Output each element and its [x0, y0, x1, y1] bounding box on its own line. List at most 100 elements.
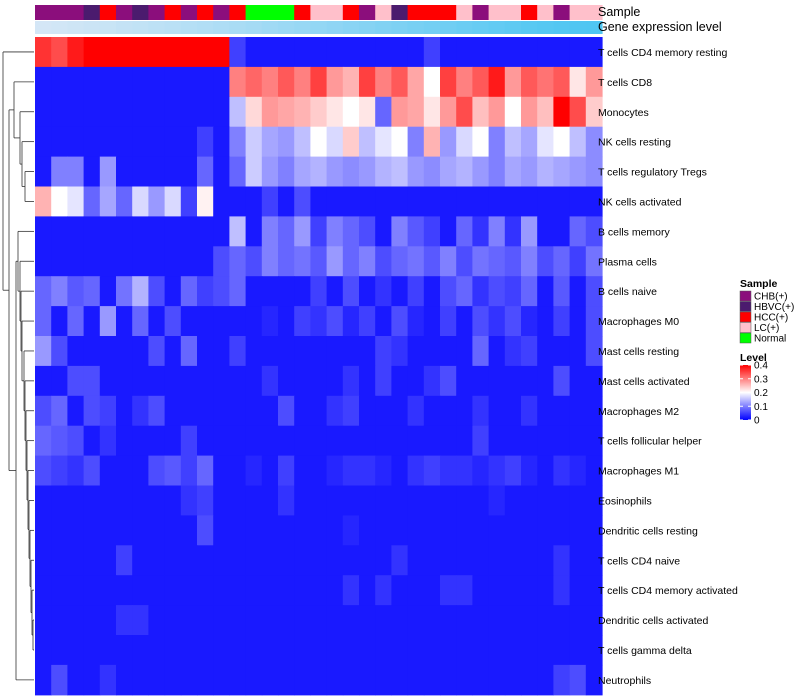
- heatmap-cell: [407, 126, 425, 158]
- heatmap-cell: [83, 306, 101, 337]
- heatmap-cell: [51, 126, 68, 158]
- heatmap-cell: [67, 455, 85, 487]
- heatmap-cell: [35, 186, 52, 217]
- heatmap-cell: [67, 336, 85, 367]
- expression-annotation-cell: [553, 21, 571, 34]
- heatmap-cell: [488, 635, 506, 666]
- sample-legend-swatch: [739, 290, 752, 302]
- heatmap-cell: [342, 575, 360, 606]
- heatmap-cell: [504, 156, 522, 188]
- heatmap-cell: [180, 545, 198, 576]
- heatmap-cell: [553, 365, 571, 397]
- heatmap-cell: [229, 635, 247, 666]
- heatmap-cell: [521, 126, 538, 158]
- heatmap-cell: [472, 365, 490, 397]
- heatmap-cell: [294, 485, 311, 516]
- heatmap-cell: [197, 306, 214, 337]
- heatmap-cell: [180, 306, 198, 337]
- heatmap-cell: [375, 306, 392, 337]
- heatmap-cell: [456, 66, 473, 98]
- heatmap-cell: [569, 96, 587, 128]
- heatmap-cell: [197, 425, 214, 457]
- heatmap-cell: [261, 635, 279, 666]
- heatmap-cell: [164, 306, 182, 337]
- heatmap-cell: [229, 545, 247, 576]
- heatmap-cell: [569, 276, 587, 307]
- heatmap-cell: [213, 126, 230, 158]
- expression-annotation-cell: [569, 21, 587, 34]
- heatmap-cell: [164, 276, 182, 307]
- heatmap-cell: [342, 336, 360, 367]
- heatmap-cell: [407, 575, 425, 606]
- heatmap-cell: [294, 365, 311, 397]
- expression-annotation-cell: [488, 21, 506, 34]
- annotation-label-expression: Gene expression level: [598, 20, 722, 34]
- heatmap-cell: [440, 96, 457, 128]
- heatmap-cell: [407, 605, 425, 636]
- heatmap-cell: [407, 306, 425, 337]
- heatmap-cell: [294, 425, 311, 457]
- heatmap-cell: [537, 455, 554, 487]
- heatmap-cell: [294, 605, 311, 636]
- heatmap-cell: [116, 156, 133, 188]
- heatmap-cell: [569, 605, 587, 636]
- heatmap-cell: [456, 455, 473, 487]
- heatmap-cell: [569, 66, 587, 98]
- heatmap-cell: [359, 276, 376, 307]
- heatmap-cell: [180, 216, 198, 247]
- heatmap-cell: [407, 485, 425, 516]
- heatmap-cell: [488, 605, 506, 636]
- heatmap-cell: [261, 575, 279, 606]
- column-annotation: [35, 5, 603, 34]
- heatmap-cell: [423, 276, 441, 307]
- heatmap-cell: [132, 365, 149, 397]
- heatmap-cell: [294, 186, 311, 217]
- heatmap-cell: [456, 664, 473, 696]
- heatmap-cell: [553, 186, 571, 217]
- heatmap-cell: [261, 246, 279, 277]
- heatmap-cell: [83, 635, 101, 666]
- heatmap-cell: [407, 515, 425, 546]
- heatmap-cell: [164, 575, 182, 606]
- heatmap-cell: [585, 485, 603, 516]
- heatmap-cell: [456, 276, 473, 307]
- heatmap-cell: [35, 96, 52, 128]
- heatmap-cell: [132, 276, 149, 307]
- heatmap-cell: [585, 96, 603, 128]
- heatmap-cell: [553, 395, 571, 427]
- heatmap-cell: [326, 455, 344, 487]
- sample-annotation-cell: [148, 5, 166, 20]
- heatmap-cell: [585, 336, 603, 367]
- heatmap-cell: [375, 365, 392, 397]
- heatmap-cell: [51, 216, 68, 247]
- sample-legend-title: Sample: [740, 278, 778, 290]
- expression-annotation-cell: [261, 21, 279, 34]
- heatmap-cell: [83, 216, 101, 247]
- heatmap-cell: [456, 96, 473, 128]
- heatmap-cell: [553, 66, 571, 98]
- sample-annotation-cell: [229, 5, 247, 20]
- heatmap-cell: [472, 635, 490, 666]
- heatmap-cell: [261, 96, 279, 128]
- heatmap-cell: [261, 664, 279, 696]
- heatmap-cell: [553, 306, 571, 337]
- heatmap-cell: [148, 37, 166, 68]
- heatmap-cell: [472, 395, 490, 427]
- heatmap-cell: [375, 96, 392, 128]
- heatmap-cell: [375, 126, 392, 158]
- heatmap-cell: [359, 306, 376, 337]
- heatmap-cell: [278, 96, 295, 128]
- heatmap-cell: [391, 664, 409, 696]
- sample-legend-swatch: [739, 322, 752, 333]
- heatmap-cell: [521, 545, 538, 576]
- heatmap-cell: [326, 126, 344, 158]
- row-label: T cells regulatory Tregs: [598, 167, 707, 179]
- heatmap-cell: [569, 425, 587, 457]
- heatmap-cell: [261, 365, 279, 397]
- heatmap-cell: [472, 664, 490, 696]
- heatmap-cell: [148, 276, 166, 307]
- expression-annotation-cell: [180, 21, 198, 34]
- level-legend-title: Level: [740, 352, 767, 364]
- heatmap-cell: [521, 66, 538, 98]
- heatmap-cell: [407, 635, 425, 666]
